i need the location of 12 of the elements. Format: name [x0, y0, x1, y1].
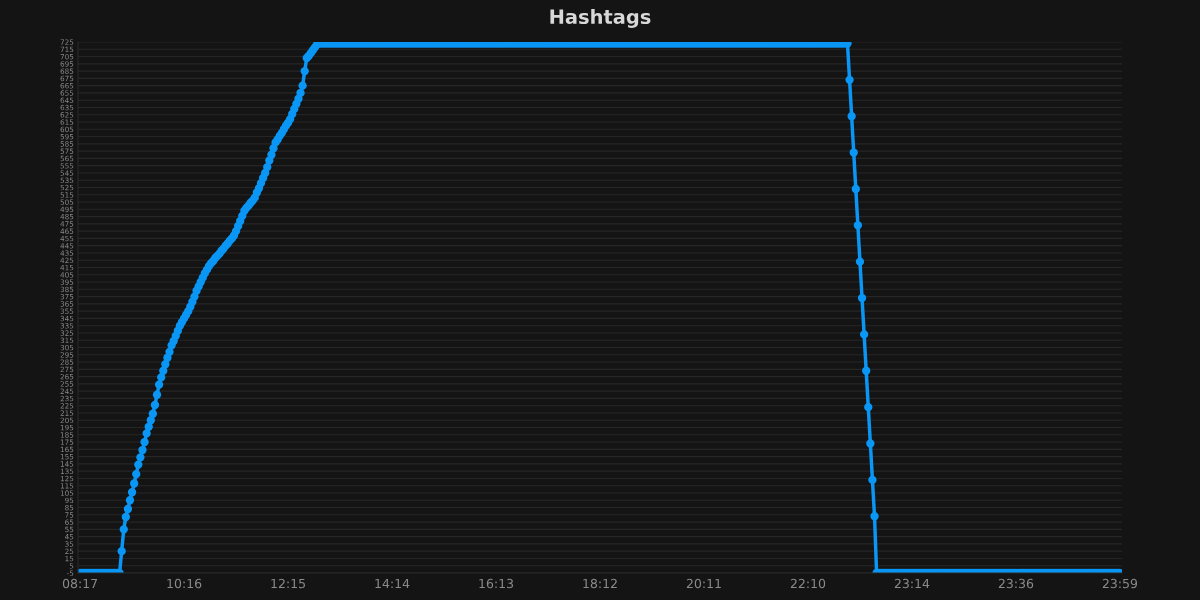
chart-title: Hashtags: [550, 9, 651, 28]
x-tick-label: 23:59: [1102, 578, 1138, 589]
x-tick-label: 08:17: [62, 578, 98, 589]
x-tick-label: 10:16: [167, 578, 202, 589]
x-tick-label: 14:14: [375, 578, 410, 589]
x-tick-label: 18:12: [583, 578, 617, 589]
x-tick-label: 23:14: [894, 578, 930, 589]
x-tick-label: 22:10: [790, 578, 826, 589]
x-tick-label: 16:13: [479, 578, 514, 589]
x-tick-label: 20:11: [686, 578, 721, 589]
x-tick-label: 23:36: [998, 578, 1034, 589]
x-tick-label: 12:15: [271, 578, 305, 589]
